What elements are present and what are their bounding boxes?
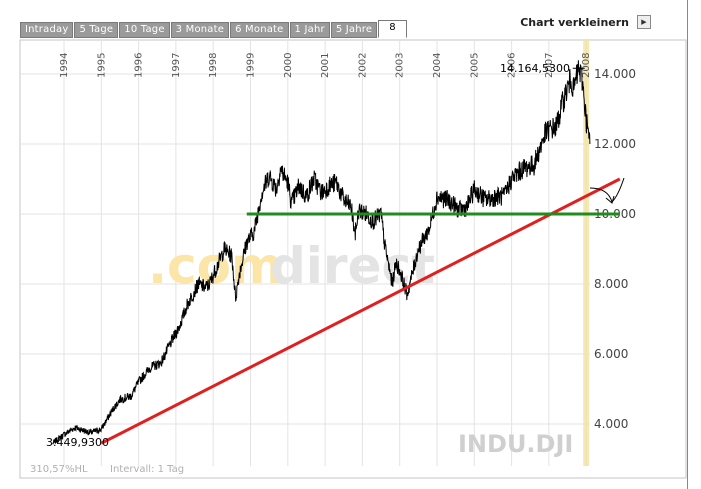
year-label-2000: 2000 [283,53,294,78]
plot-border [19,39,687,479]
performance-label: 310,57%HL [30,464,88,475]
year-label-2001: 2001 [320,53,331,78]
current-period-highlight [583,40,590,466]
tab-1[interactable]: 5 Tage [74,22,119,38]
y-label-6000: 6.000 [594,347,628,361]
panel-divider [687,0,688,489]
forecast-arrow-head [605,195,615,204]
high-annotation: 14.164,5300 [500,62,570,75]
year-label-1995: 1995 [96,53,107,78]
year-label-1996: 1996 [134,53,145,78]
shrink-chart-control[interactable]: Chart verkleinern ▶ [520,15,651,29]
watermark-com: .com [148,237,283,295]
tab-0[interactable]: Intraday [20,22,74,38]
year-label-2004: 2004 [432,53,443,78]
tab-6[interactable]: 5 Jahre [330,22,378,38]
x-axis-year-labels: 1994 1995 1996 1997 1998 1999 2000 2001 2002 2003… [59,53,592,78]
y-label-14000: 14.000 [594,67,636,81]
symbol-label: INDU.DJI [458,430,573,458]
interval-label: Intervall: 1 Tag [110,464,184,475]
play-right-icon[interactable]: ▶ [637,15,651,29]
timeframe-tabs: Intraday 5 Tage 10 Tage 3 Monate 6 Monate 1 J… [20,20,408,38]
year-label-1999: 1999 [246,53,257,78]
tab-5[interactable]: 1 Jahr [289,22,330,38]
tab-2[interactable]: 10 Tage [119,22,170,38]
uptrend-line [100,177,621,445]
year-label-1994: 1994 [59,53,70,78]
year-label-2003: 2003 [395,53,406,78]
watermark-direct: direct [270,237,435,295]
year-label-1997: 1997 [171,53,182,78]
low-annotation: 3.449,9300 [46,436,109,449]
year-label-2002: 2002 [357,53,368,78]
y-label-4000: 4.000 [594,417,628,431]
year-label-2005: 2005 [469,53,480,78]
year-label-2008: 2008 [581,53,592,78]
year-label-2006: 2006 [507,53,518,78]
year-label-2007: 2007 [544,53,555,78]
watermark: .com direct [148,237,435,295]
y-label-8000: 8.000 [594,277,628,291]
price-line [52,60,591,445]
tab-3[interactable]: 3 Monate [170,22,230,38]
tab-4[interactable]: 6 Monate [230,22,289,38]
year-label-1998: 1998 [208,53,219,78]
tab-7[interactable]: 8 [378,20,407,38]
y-label-12000: 12.000 [594,137,636,151]
shrink-chart-label[interactable]: Chart verkleinern [520,15,629,29]
